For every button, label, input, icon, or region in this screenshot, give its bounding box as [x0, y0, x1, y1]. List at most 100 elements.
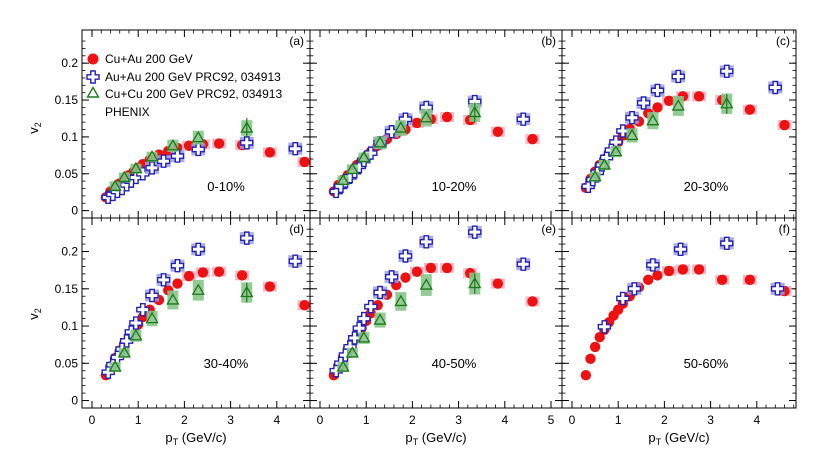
y-tick-label: 0.05	[55, 356, 79, 370]
sys-box-cucu	[589, 171, 601, 182]
sys-box-cucu	[598, 159, 610, 170]
marker-cucu	[145, 150, 159, 162]
x-tick-label: 3	[707, 413, 714, 427]
marker-cuau	[411, 117, 423, 129]
marker-cuau	[652, 102, 663, 113]
sys-box-cucu	[192, 130, 204, 145]
x-tick-label: 2	[409, 413, 416, 427]
sys-box-cucu	[109, 362, 121, 373]
marker-cuau	[197, 267, 209, 278]
marker-cuau	[527, 296, 538, 307]
marker-cuau	[213, 138, 225, 149]
marker-cuau	[779, 119, 790, 131]
marker-cucu	[108, 179, 122, 191]
marker-cuau	[716, 274, 728, 286]
marker-cuau	[663, 265, 675, 277]
marker-cuau	[663, 95, 675, 106]
sys-box-cucu	[130, 329, 142, 342]
sys-box-cucu	[420, 274, 432, 296]
x-axis-label: pT (GeV/c)	[165, 430, 226, 447]
x-tick-label: 3	[455, 413, 462, 427]
legend-marker-circle	[87, 53, 99, 65]
marker-cuau	[585, 353, 596, 365]
sys-box-cucu	[118, 172, 130, 183]
marker-cucu	[191, 130, 205, 143]
x-tick-label: 0	[89, 413, 96, 427]
y-tick-label: 0.15	[55, 282, 79, 296]
sys-box-cucu	[167, 139, 179, 152]
x-tick-label: 1	[363, 413, 370, 427]
y-tick-label: 0.1	[61, 319, 78, 333]
sys-box-cucu	[374, 136, 386, 150]
marker-cuau	[264, 281, 276, 292]
marker-cuau	[264, 147, 276, 158]
marker-cuau	[693, 264, 705, 275]
marker-cuau	[492, 126, 504, 137]
y-axis-label: v2	[26, 308, 43, 320]
sys-box-cucu	[337, 175, 349, 186]
legend: Cu+Au 200 GeV Au+Au 200 GeV PRC92, 03491…	[86, 52, 282, 119]
marker-cucu	[117, 346, 131, 358]
panel-1: 0 0.05 0.1 0.15 0.2 (a) 0-10% v2	[26, 29, 312, 219]
marker-cuau	[744, 274, 756, 286]
x-tick-label: 0	[317, 413, 324, 427]
sys-box-cucu	[374, 312, 386, 328]
sys-box-cucu	[395, 120, 407, 136]
marker-cuau	[236, 270, 248, 281]
legend-marker-triangle	[86, 86, 100, 98]
marker-cucu	[609, 144, 623, 157]
marker-cuau	[594, 332, 605, 343]
marker-cucu	[191, 283, 205, 295]
sys-box-cucu	[647, 112, 659, 130]
legend-label-cucu: Cu+Cu 200 GeV PRC92, 034913	[105, 87, 282, 101]
marker-cucu	[646, 113, 660, 126]
x-tick-label: 0	[569, 413, 576, 427]
marker-cuau	[425, 262, 437, 274]
marker-cucu	[166, 293, 180, 305]
panel-id: (c)	[776, 34, 790, 48]
x-axis-label: pT (GeV/c)	[648, 430, 709, 447]
x-tick-label: 2	[181, 413, 188, 427]
marker-cucu	[671, 99, 685, 111]
marker-cuau	[183, 270, 195, 282]
sys-box-cucu	[130, 163, 142, 174]
panel-id: (d)	[289, 222, 304, 236]
marker-cuau	[172, 278, 183, 289]
panel-id: (e)	[541, 222, 556, 236]
centrality-label: 0-10%	[207, 179, 245, 194]
marker-cuau	[643, 274, 654, 286]
marker-cucu	[345, 346, 359, 358]
y-tick-label: 0	[71, 394, 78, 408]
marker-cuau	[441, 262, 453, 274]
legend-item-auau: Au+Au 200 GeV PRC92, 034913	[86, 70, 281, 84]
centrality-label: 30-40%	[204, 356, 249, 371]
centrality-label: 10-20%	[432, 179, 477, 194]
marker-cucu	[117, 170, 131, 183]
marker-cuau	[677, 264, 689, 275]
y-tick-label: 0.05	[55, 167, 79, 181]
sys-box-cucu	[610, 146, 622, 158]
sys-box-cucu	[118, 347, 130, 358]
sys-box-cucu	[167, 290, 179, 310]
sys-box-cucu	[192, 279, 204, 301]
centrality-label: 20-30%	[684, 179, 729, 194]
marker-cucu	[373, 136, 387, 148]
sys-box-cucu	[420, 108, 432, 127]
y-tick-label: 0.1	[61, 130, 78, 144]
panel-2: (b) 10-20%	[309, 29, 563, 219]
sys-box-cucu	[337, 362, 349, 373]
marker-cuau	[213, 266, 225, 277]
marker-cuau	[492, 278, 504, 289]
sys-box-cucu	[395, 292, 407, 311]
x-tick-label: 3	[227, 413, 234, 427]
sys-box-cucu	[346, 164, 358, 175]
sys-box-cucu	[146, 151, 158, 162]
sys-box-cucu	[358, 152, 370, 163]
legend-label-auau: Au+Au 200 GeV PRC92, 034913	[105, 70, 281, 84]
marker-cuau	[441, 111, 453, 123]
marker-cucu	[357, 331, 371, 343]
marker-cucu	[345, 162, 359, 174]
marker-cuau	[580, 370, 592, 381]
y-axis-label: v2	[26, 122, 43, 134]
y-tick-label: 0.2	[61, 56, 78, 70]
